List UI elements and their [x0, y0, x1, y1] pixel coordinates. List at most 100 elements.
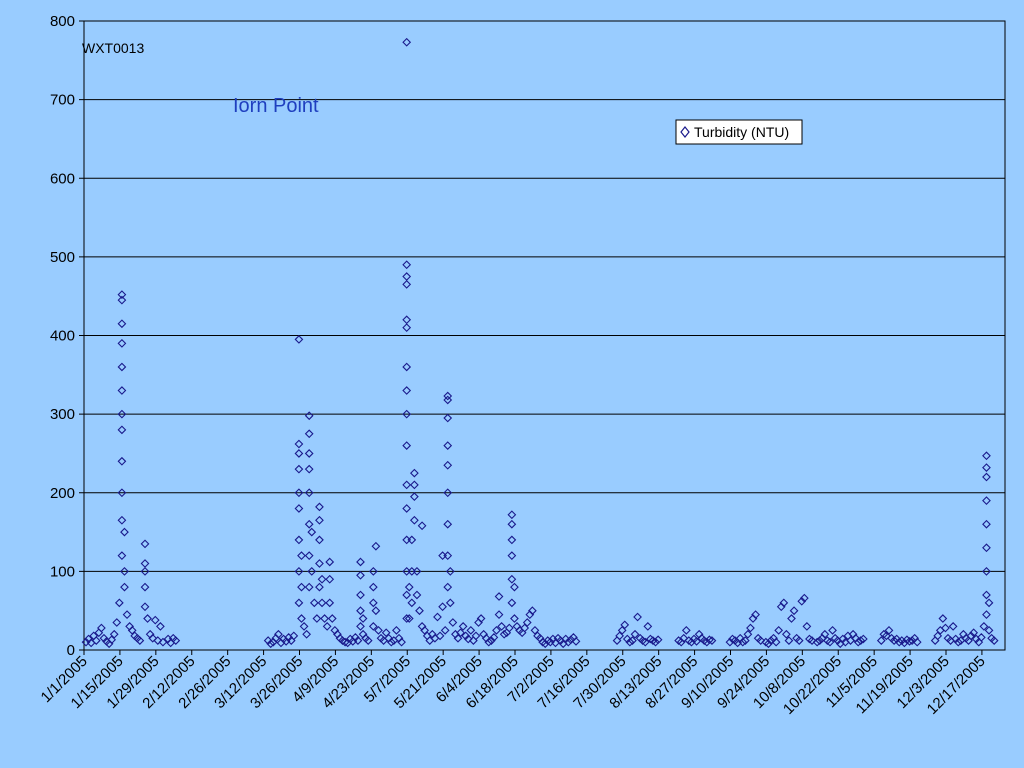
- data-point: [792, 633, 802, 643]
- data-point: [402, 386, 412, 395]
- data-point: [143, 614, 152, 623]
- data-point: [751, 610, 760, 619]
- data-point: [317, 574, 327, 584]
- data-point: [781, 629, 791, 639]
- data-point: [297, 614, 306, 623]
- data-point: [507, 598, 517, 608]
- data-point: [740, 636, 750, 645]
- gridlines: [84, 99, 1005, 572]
- data-point: [274, 629, 283, 639]
- data-point: [787, 614, 796, 623]
- data-point: [807, 636, 817, 645]
- data-point: [304, 411, 314, 421]
- data-point: [443, 391, 453, 401]
- data-point: [304, 449, 314, 458]
- data-point: [982, 543, 991, 553]
- data-point: [266, 639, 276, 649]
- data-point: [327, 614, 337, 623]
- data-point: [443, 395, 453, 405]
- data-point: [756, 636, 766, 645]
- data-point: [630, 629, 640, 639]
- data-point: [294, 464, 304, 474]
- data-point: [117, 551, 127, 561]
- data-point: [97, 623, 106, 633]
- y-tick-label: 400: [50, 328, 75, 345]
- data-point: [443, 488, 453, 498]
- data-point: [969, 628, 979, 638]
- data-point: [353, 636, 363, 645]
- data-point: [302, 629, 312, 639]
- data-point: [884, 625, 894, 635]
- data-point: [117, 319, 127, 329]
- data-point: [325, 598, 335, 608]
- data-point: [625, 637, 635, 647]
- y-tick-label: 300: [50, 406, 75, 423]
- data-point: [150, 615, 160, 625]
- data-point: [315, 559, 324, 568]
- data-point: [774, 625, 784, 635]
- data-point: [294, 335, 304, 344]
- data-point: [402, 441, 412, 450]
- data-point: [402, 409, 412, 419]
- data-point: [140, 559, 150, 568]
- data-point: [402, 315, 412, 325]
- data-point: [820, 629, 830, 639]
- data-point: [140, 602, 150, 612]
- data-point: [294, 504, 304, 513]
- data-point: [784, 636, 794, 645]
- data-point: [779, 598, 789, 608]
- data-point: [507, 535, 517, 545]
- data-point: [828, 625, 837, 635]
- data-point: [417, 521, 427, 531]
- data-point: [797, 596, 807, 606]
- data-point: [120, 566, 129, 576]
- data-point: [368, 598, 378, 608]
- data-point: [705, 635, 714, 645]
- data-point: [484, 637, 494, 647]
- data-point: [528, 606, 537, 616]
- data-point: [376, 633, 386, 643]
- data-point: [492, 625, 501, 635]
- station-label: WXT0013: [82, 40, 144, 56]
- data-point: [489, 633, 499, 642]
- data-point: [905, 636, 914, 646]
- data-point: [679, 633, 689, 643]
- data-point: [304, 551, 314, 561]
- data-point: [140, 566, 150, 576]
- data-point: [112, 618, 122, 627]
- data-point: [794, 636, 804, 645]
- data-point: [356, 590, 365, 600]
- data-point: [294, 449, 304, 458]
- data-point: [497, 622, 506, 631]
- data-point: [653, 635, 663, 645]
- data-point: [789, 606, 799, 616]
- data-point: [117, 295, 127, 305]
- data-point: [882, 631, 891, 641]
- data-points: [81, 37, 999, 649]
- data-point: [448, 618, 458, 627]
- data-point: [307, 566, 317, 576]
- data-point: [876, 636, 886, 645]
- y-axis-ticks: 0 100 200 300 400 500 600 700 800: [50, 13, 84, 659]
- data-point: [440, 625, 450, 635]
- data-point: [856, 636, 866, 645]
- data-point: [507, 574, 517, 584]
- legend-box: [675, 119, 803, 145]
- data-point: [122, 610, 132, 619]
- legend-entry-label: Turbidity (NTU): [694, 124, 789, 140]
- data-point: [312, 614, 322, 623]
- data-point: [368, 622, 378, 631]
- data-point: [507, 519, 517, 529]
- data-point: [307, 527, 317, 537]
- data-point: [443, 460, 453, 470]
- data-point: [109, 629, 119, 639]
- data-point: [982, 463, 991, 472]
- data-point: [402, 280, 412, 289]
- data-point: [117, 456, 127, 466]
- data-point: [117, 425, 127, 435]
- data-point: [304, 519, 314, 529]
- data-point: [982, 496, 991, 505]
- data-point: [315, 535, 324, 545]
- data-point: [766, 636, 776, 645]
- data-point: [107, 635, 117, 645]
